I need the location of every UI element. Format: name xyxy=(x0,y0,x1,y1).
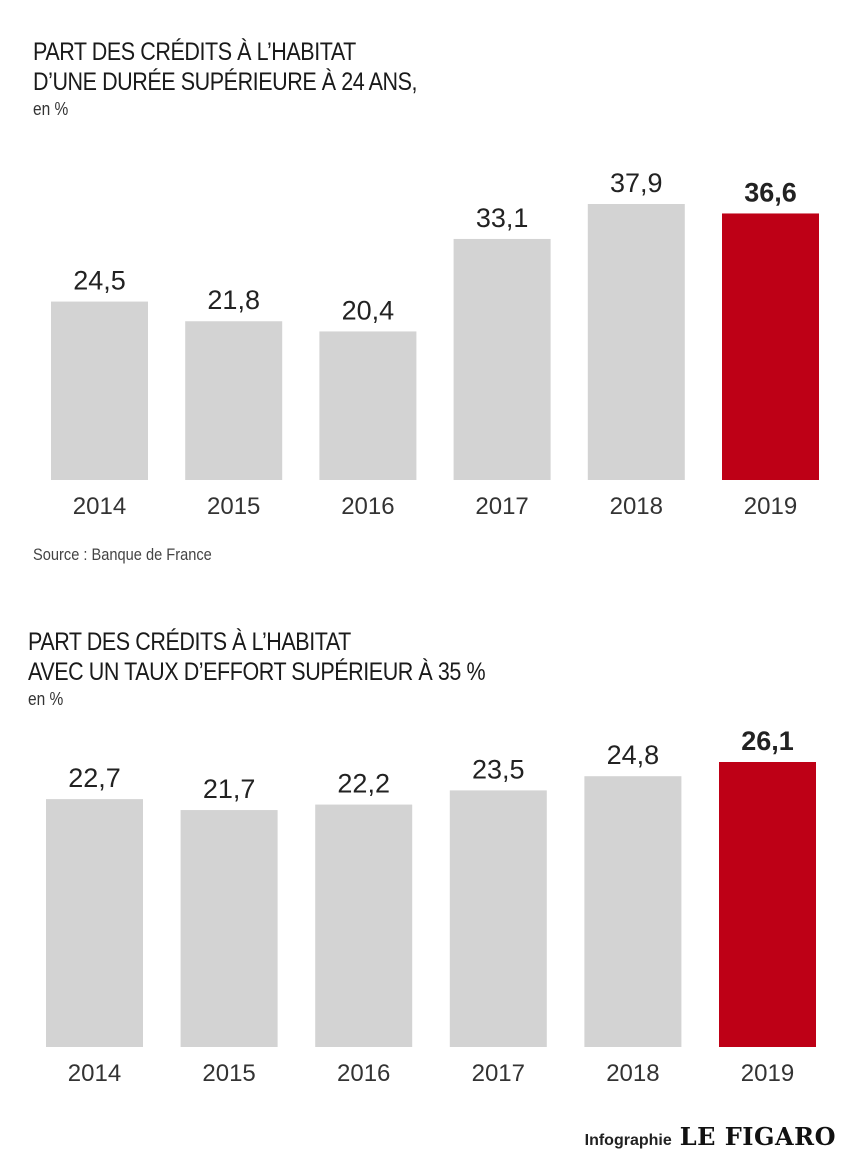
chart1-x-tick-2014: 2014 xyxy=(73,493,126,520)
chart1-x-tick-2016: 2016 xyxy=(341,493,394,520)
chart1-bar-2018 xyxy=(587,204,685,480)
chart1-bar-2015 xyxy=(185,321,283,480)
chart2-x-tick-2015: 2015 xyxy=(202,1060,255,1087)
chart2-x-tick-2014: 2014 xyxy=(68,1060,121,1087)
chart2-title-line1: PART DES CRÉDITS À L’HABITAT xyxy=(28,628,351,656)
chart1-bar-chart: 24,5 2014 21,8 2015 20,4 2016 33,1 2017 37,9 2018… xyxy=(51,168,819,520)
chart2-x-tick-2018: 2018 xyxy=(606,1060,659,1087)
chart2-title: PART DES CRÉDITS À L’HABITAT AVEC UN TAU… xyxy=(28,627,486,687)
footer-credit-label: Infographie xyxy=(584,1132,672,1149)
chart2-bar-2014 xyxy=(46,799,143,1047)
chart2-value-label-2018: 24,8 xyxy=(607,740,660,770)
chart1-title-line2: D’UNE DURÉE SUPÉRIEURE À 24 ANS, xyxy=(33,68,418,96)
chart1-value-label-2018: 37,9 xyxy=(610,168,663,198)
chart1-x-tick-2019: 2019 xyxy=(744,493,797,520)
chart1-value-label-2014: 24,5 xyxy=(73,266,126,296)
chart1-bar-2014 xyxy=(51,301,148,480)
chart2-value-label-2016: 22,2 xyxy=(337,769,390,799)
chart1-value-label-2019: 36,6 xyxy=(744,177,797,207)
chart2-bar-2019 xyxy=(719,762,816,1047)
chart1-title-line1: PART DES CRÉDITS À L’HABITAT xyxy=(33,38,356,66)
chart1-source: Source : Banque de France xyxy=(33,545,212,564)
chart2-bar-2018 xyxy=(584,776,682,1047)
chart2-unit: en % xyxy=(28,689,64,709)
chart1-value-label-2015: 21,8 xyxy=(207,285,260,315)
chart1-x-tick-2018: 2018 xyxy=(610,493,663,520)
chart2-bar-2015 xyxy=(180,810,278,1047)
chart1-bar-2016 xyxy=(319,331,417,480)
le-figaro-logo: LE FIGARO xyxy=(679,1122,836,1151)
chart2-value-label-2017: 23,5 xyxy=(472,754,525,784)
chart1-x-tick-2015: 2015 xyxy=(207,493,260,520)
chart1-value-label-2017: 33,1 xyxy=(476,203,529,233)
chart2-title-line2: AVEC UN TAUX D’EFFORT SUPÉRIEUR À 35 % xyxy=(28,658,486,686)
chart1-bar-2019 xyxy=(722,213,819,480)
chart2-x-tick-2017: 2017 xyxy=(472,1060,525,1087)
chart2-bar-chart: 22,7 2014 21,7 2015 22,2 2016 23,5 2017 24,8 2018… xyxy=(46,726,816,1087)
chart1-bar-2017 xyxy=(453,238,551,480)
chart1-title: PART DES CRÉDITS À L’HABITAT D’UNE DURÉE… xyxy=(33,37,418,97)
chart2-bar-2016 xyxy=(315,804,413,1047)
chart2-value-label-2019: 26,1 xyxy=(741,726,794,756)
chart2-x-tick-2016: 2016 xyxy=(337,1060,390,1087)
chart2-x-tick-2019: 2019 xyxy=(741,1060,794,1087)
chart1-value-label-2016: 20,4 xyxy=(342,295,395,325)
chart1-unit: en % xyxy=(33,99,69,119)
chart2-value-label-2015: 21,7 xyxy=(203,774,256,804)
footer-credit: Infographie LE FIGARO xyxy=(585,1122,836,1151)
chart2-bar-2017 xyxy=(449,790,547,1047)
chart2-value-label-2014: 22,7 xyxy=(68,763,121,793)
chart1-x-tick-2017: 2017 xyxy=(475,493,528,520)
